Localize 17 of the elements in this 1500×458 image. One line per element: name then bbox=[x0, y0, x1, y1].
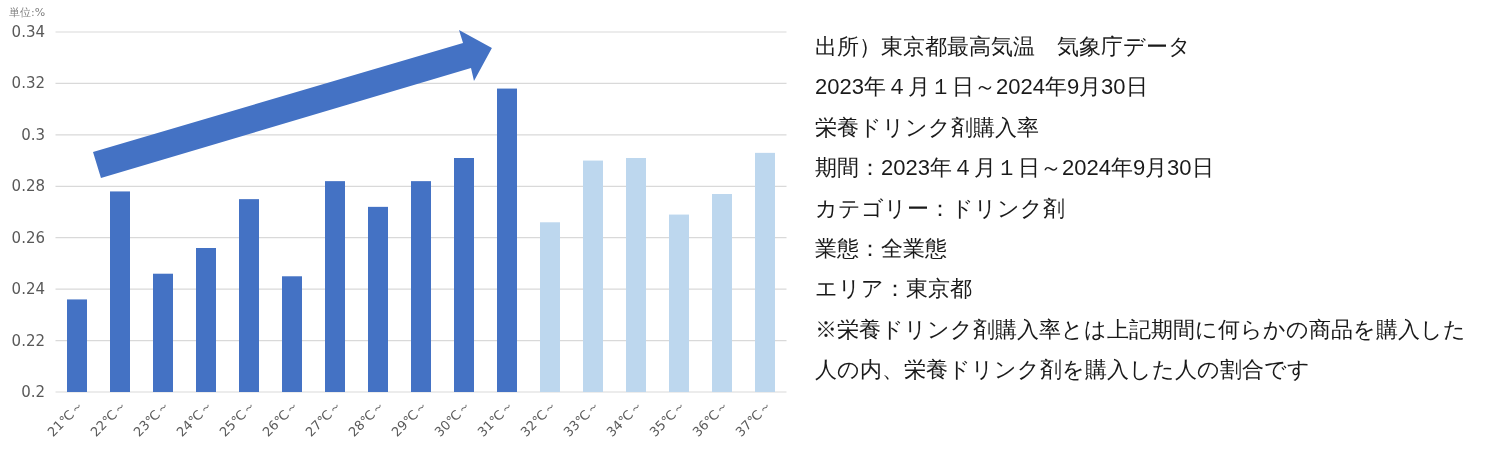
text: 期間：2023年４月１日～2024年9月30日 bbox=[815, 154, 1215, 183]
y-tick-label: 0.3 bbox=[21, 125, 45, 144]
text: ※栄養ドリンク剤購入率とは上記期間に何らかの商品を購入した人の内、栄養ドリンク剤を購入した人の割合です bbox=[815, 315, 1467, 385]
y-tick-label: 0.2 bbox=[21, 383, 45, 401]
y-tick-label: 0.24 bbox=[11, 280, 45, 299]
y-tick-label: 0.32 bbox=[11, 74, 45, 93]
y-tick-label: 0.34 bbox=[11, 23, 45, 41]
text: 業態：全業態 bbox=[815, 235, 948, 264]
text: 栄養ドリンク剤購入率 bbox=[815, 113, 1040, 142]
y-tick-label: 0.26 bbox=[11, 228, 45, 247]
y-axis-title: 単位:% bbox=[9, 6, 46, 19]
text: 出所）東京都最高気温 気象庁データ bbox=[815, 33, 1192, 61]
text: 2023年４月１日～2024年9月30日 bbox=[815, 73, 1149, 102]
text: エリア：東京都 bbox=[815, 275, 973, 304]
y-tick-label: 0.28 bbox=[11, 177, 45, 196]
text: カテゴリー：ドリンク剤 bbox=[815, 194, 1066, 223]
y-tick-label: 0.22 bbox=[11, 331, 45, 350]
